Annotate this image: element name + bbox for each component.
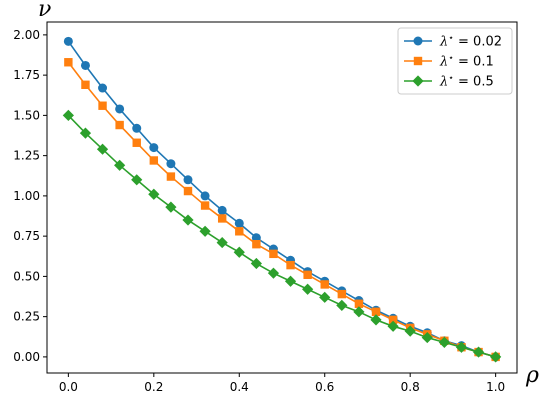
data-point [166, 172, 176, 181]
y-tick-label: 2.00 [13, 28, 40, 42]
x-tick-label: 0.0 [59, 380, 78, 394]
data-point [165, 201, 177, 213]
data-point [267, 267, 280, 279]
data-point [98, 83, 108, 93]
data-point [235, 227, 244, 236]
data-point [62, 109, 74, 121]
x-tick-label: 0.8 [401, 380, 420, 394]
data-point [370, 314, 382, 326]
series-line-3 [67, 114, 496, 358]
data-point [319, 291, 331, 303]
y-tick-label: 1.50 [13, 108, 40, 122]
legend-item: λ⋆ = 0.02 [404, 34, 502, 50]
data-point [302, 283, 314, 295]
data-point [404, 325, 416, 337]
data-point [286, 260, 295, 270]
data-point [182, 214, 194, 226]
data-point [166, 159, 176, 169]
data-point [455, 341, 468, 353]
legend-item: λ⋆ = 0.5 [404, 74, 494, 90]
y-tick-label: 0.25 [13, 310, 40, 324]
data-point [217, 205, 227, 215]
data-point [269, 249, 278, 259]
x-tick-label: 0.4 [230, 380, 249, 394]
data-point [320, 280, 329, 289]
data-point [217, 214, 227, 223]
y-tick-label: 0.75 [13, 229, 40, 243]
data-point [252, 239, 261, 249]
data-point [354, 299, 364, 308]
data-point [353, 306, 365, 318]
data-point [490, 351, 502, 363]
data-point [149, 143, 159, 153]
data-point [64, 58, 73, 67]
legend-marker [412, 75, 424, 87]
data-point [183, 186, 193, 196]
data-point [79, 127, 92, 139]
x-tick-label: 0.2 [144, 380, 163, 394]
data-point [98, 101, 107, 110]
data-point [200, 191, 210, 201]
data-point [80, 60, 90, 70]
legend-label: λ⋆ = 0.1 [439, 54, 494, 70]
data-point [148, 188, 160, 200]
data-point [183, 175, 193, 185]
data-point [421, 331, 433, 344]
data-point [199, 225, 211, 237]
data-point [200, 201, 210, 210]
data-point [131, 174, 143, 186]
data-point [63, 36, 73, 46]
plot-frame [46, 21, 518, 374]
series-line-2 [67, 61, 496, 358]
y-tick-label: 1.75 [13, 68, 40, 82]
data-point [115, 120, 124, 130]
y-tick-label: 0.00 [13, 350, 40, 364]
plot-area [46, 21, 518, 374]
x-tick-label: 0.6 [315, 380, 334, 394]
data-point [114, 159, 126, 171]
x-axis-title: ρ [525, 363, 539, 388]
data-point [472, 346, 485, 358]
data-point [284, 275, 297, 287]
y-axis: 0.00 0.25 0.50 0.75 1.00 1.25 1.50 1.75 2.00 [13, 28, 47, 364]
data-point [337, 289, 347, 299]
data-point [438, 336, 450, 349]
data-point [388, 315, 398, 325]
y-tick-label: 0.50 [13, 269, 40, 283]
x-axis: 0.0 0.2 0.4 0.6 0.8 1.0 [59, 373, 505, 394]
legend-label: λ⋆ = 0.5 [439, 74, 494, 90]
data-point [234, 218, 244, 228]
data-point [233, 246, 245, 258]
data-point [371, 307, 381, 317]
data-point [216, 236, 228, 249]
data-point [132, 138, 141, 147]
data-point [96, 143, 109, 155]
legend-box [397, 27, 513, 95]
legend-marker [413, 56, 423, 66]
y-tick-label: 1.25 [13, 149, 40, 163]
data-point [81, 80, 90, 89]
y-axis-title: ν [38, 0, 51, 22]
data-point [250, 257, 262, 270]
data-point [149, 156, 159, 165]
data-point [132, 123, 142, 133]
legend-marker [413, 36, 423, 46]
data-point [336, 299, 348, 311]
y-tick-label: 1.00 [13, 189, 40, 203]
legend: λ⋆ = 0.02 λ⋆ = 0.1 λ⋆ = 0.5 [397, 27, 513, 95]
legend-item: λ⋆ = 0.1 [404, 54, 494, 70]
x-tick-label: 1.0 [486, 380, 505, 394]
data-point [303, 270, 312, 279]
data-point [115, 104, 125, 114]
data-point [387, 320, 399, 332]
legend-label: λ⋆ = 0.02 [439, 34, 502, 50]
